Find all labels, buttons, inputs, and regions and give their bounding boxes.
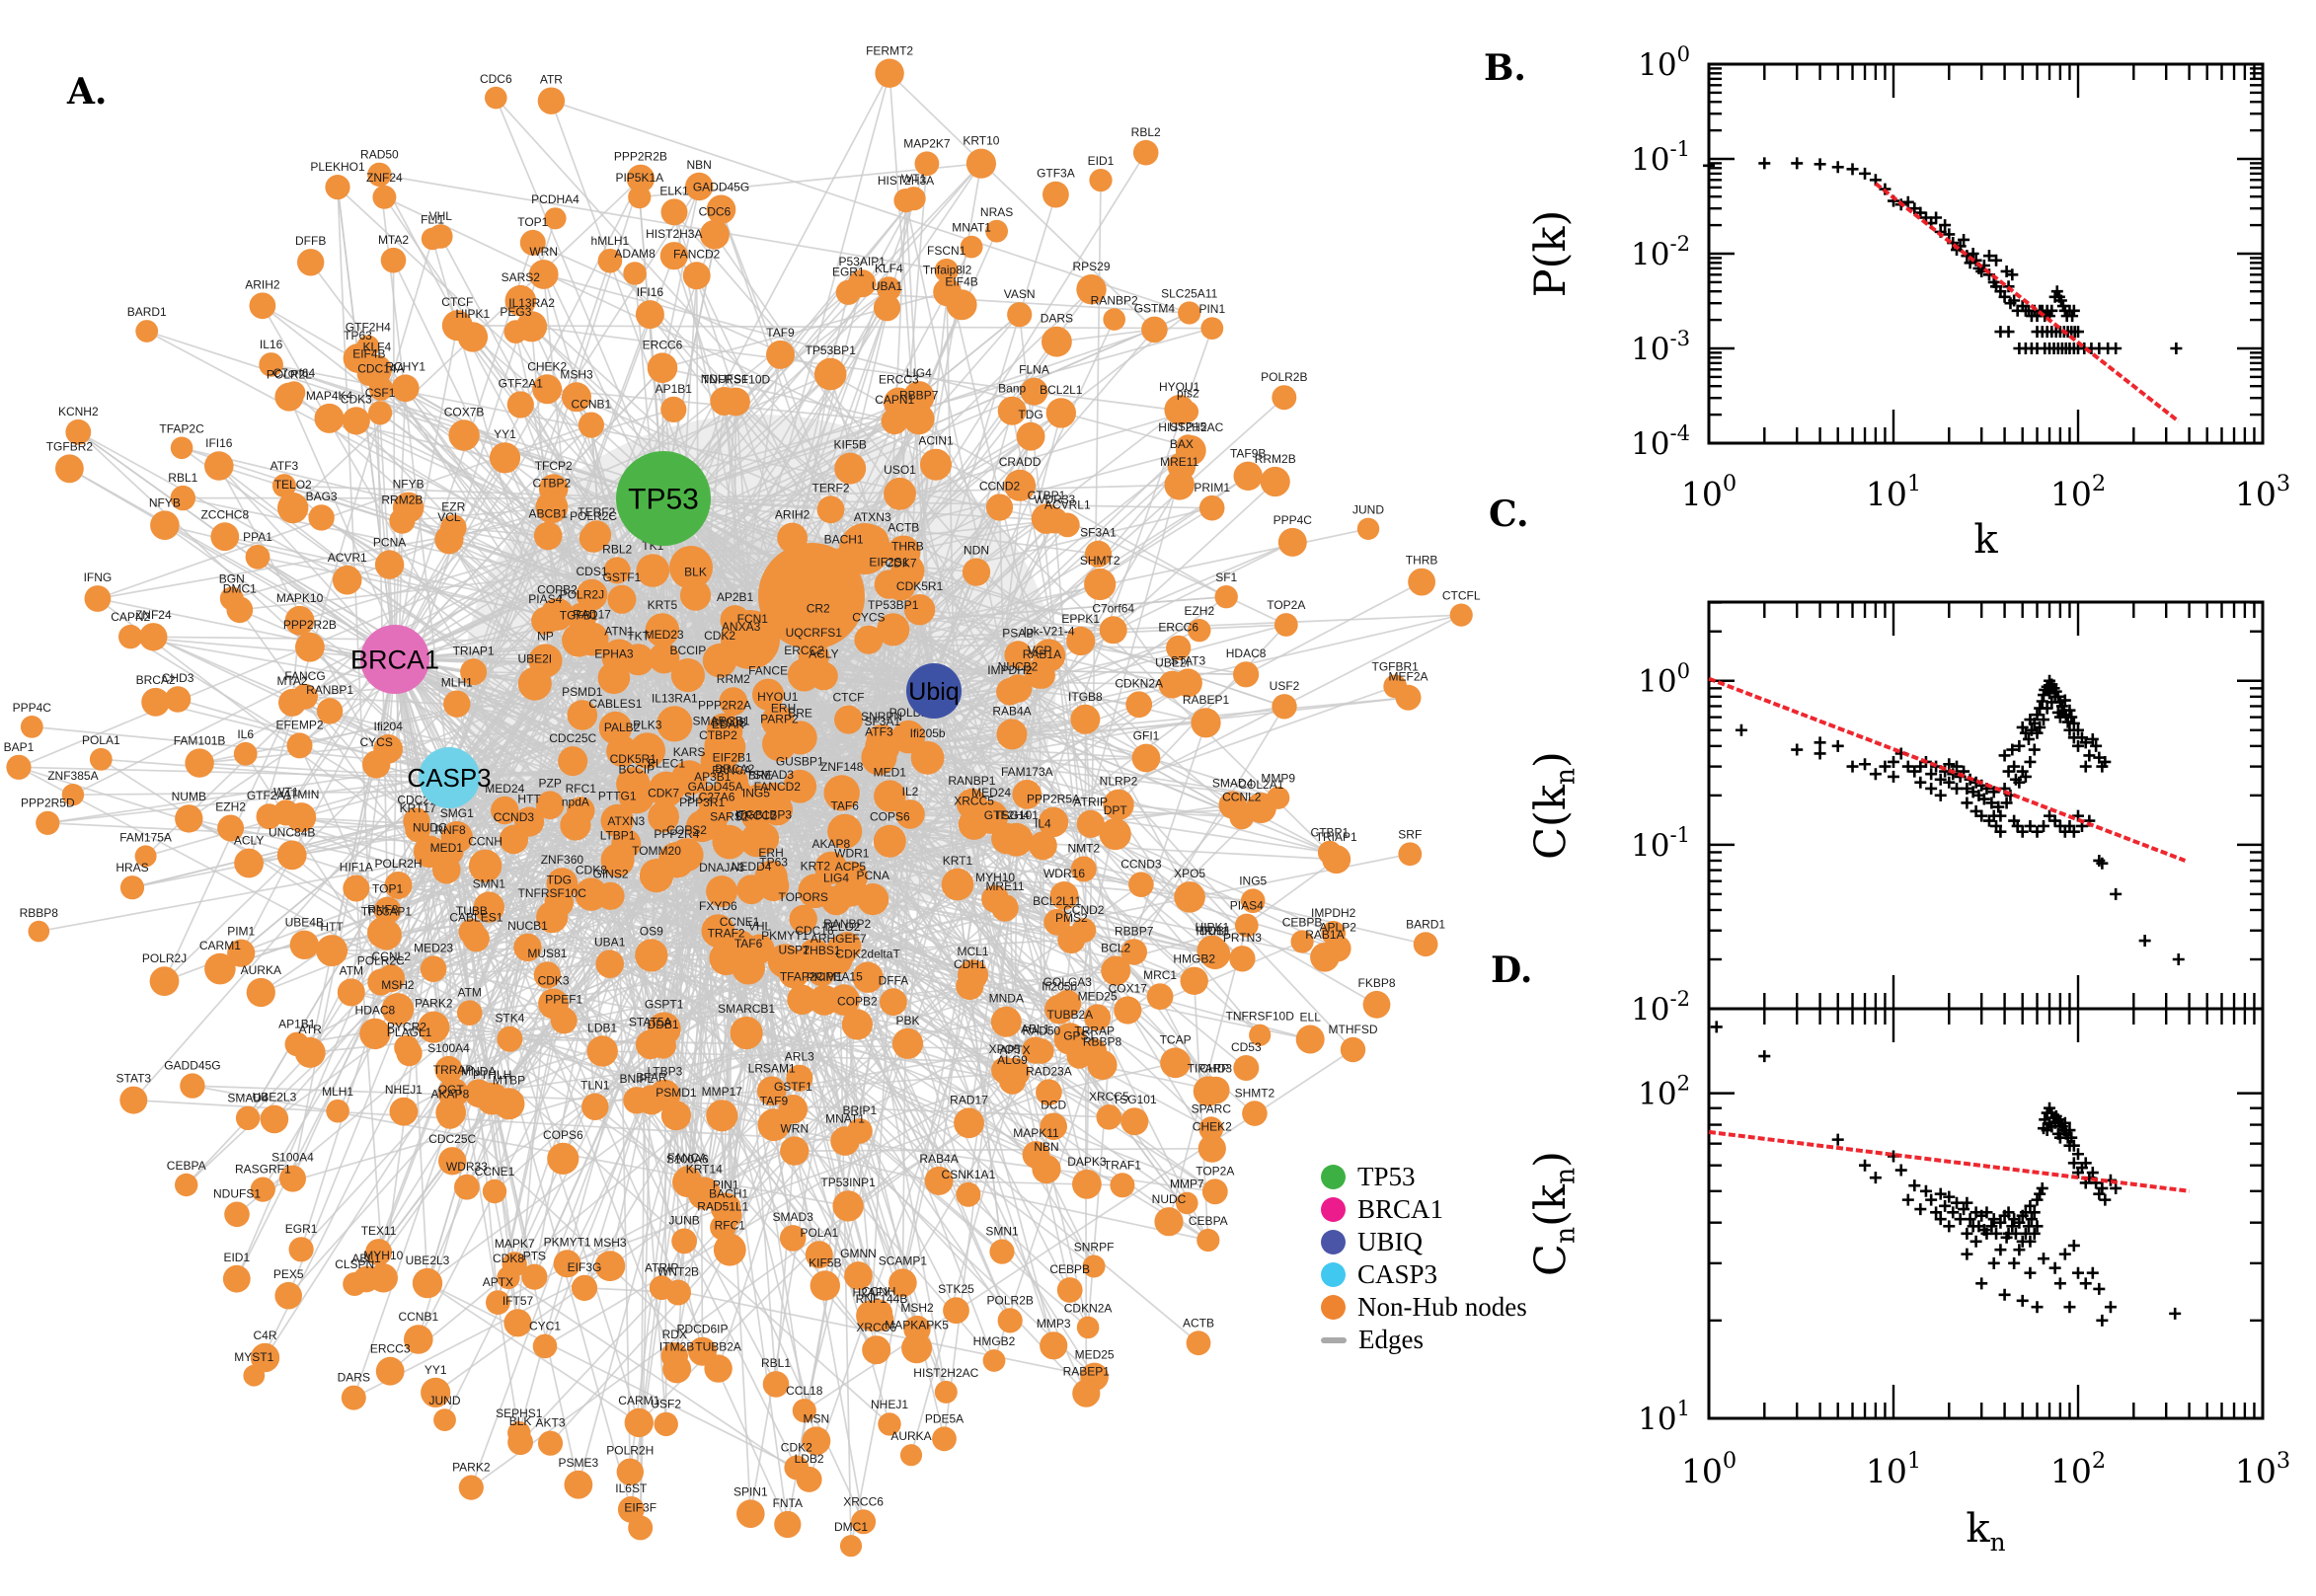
svg-text:103: 103 bbox=[2235, 471, 2290, 513]
edge-swatch-icon bbox=[1321, 1337, 1347, 1343]
svg-text:k: k bbox=[1973, 517, 1998, 563]
svg-text:101: 101 bbox=[1638, 1396, 1690, 1437]
svg-text:103: 103 bbox=[2235, 1448, 2290, 1490]
svg-text:100: 100 bbox=[1638, 658, 1690, 700]
plot-panel-b: 100 10-1 10-2 10-3 10-4 100 101 102 103 k P(k) bbox=[1526, 41, 2290, 563]
svg-text:C(kn): C(kn) bbox=[1526, 751, 1581, 860]
svg-text:10-3: 10-3 bbox=[1631, 326, 1690, 367]
legend-item-casp3: CASP3 bbox=[1321, 1258, 1527, 1291]
svg-text:102: 102 bbox=[2050, 471, 2106, 513]
panel-label-c: C. bbox=[1489, 494, 1529, 535]
svg-text:10-2: 10-2 bbox=[1631, 986, 1690, 1027]
legend-label: Edges bbox=[1358, 1327, 1424, 1353]
legend-label: Non-Hub nodes bbox=[1357, 1294, 1527, 1321]
svg-text:10-1: 10-1 bbox=[1631, 822, 1690, 864]
legend-item-ubiq: UBIQ bbox=[1321, 1226, 1527, 1258]
svg-text:102: 102 bbox=[2050, 1448, 2106, 1490]
scatter-points-d bbox=[1711, 1021, 2181, 1326]
svg-text:10-4: 10-4 bbox=[1631, 420, 1690, 462]
svg-text:102: 102 bbox=[1638, 1071, 1690, 1112]
fit-line-b bbox=[1876, 184, 2179, 421]
legend-item-edges: Edges bbox=[1321, 1324, 1527, 1356]
svg-text:P(k): P(k) bbox=[1526, 210, 1576, 298]
node-swatch-icon bbox=[1321, 1262, 1346, 1287]
fit-line-c bbox=[1709, 679, 2185, 861]
legend-item-brca1: BRCA1 bbox=[1321, 1193, 1527, 1226]
svg-text:10-1: 10-1 bbox=[1631, 136, 1690, 178]
svg-text:100: 100 bbox=[1638, 41, 1690, 83]
legend-label: TP53 bbox=[1357, 1164, 1416, 1190]
legend-item-tp53: TP53 bbox=[1321, 1161, 1527, 1193]
svg-text:100: 100 bbox=[1681, 471, 1737, 513]
fit-line-d bbox=[1709, 1132, 2190, 1191]
svg-text:100: 100 bbox=[1681, 1448, 1737, 1490]
scatter-points-b bbox=[1703, 157, 2182, 354]
legend-label: UBIQ bbox=[1357, 1229, 1423, 1255]
legend-item-non-hub-nodes: Non-Hub nodes bbox=[1321, 1291, 1527, 1324]
scatter-points-c bbox=[1736, 675, 2185, 965]
node-swatch-icon bbox=[1321, 1295, 1346, 1320]
node-swatch-icon bbox=[1321, 1165, 1346, 1189]
legend-label: BRCA1 bbox=[1357, 1196, 1443, 1223]
plot-panel-c: 100 10-1 10-2 C(kn) bbox=[1526, 602, 2263, 1027]
svg-text:kn: kn bbox=[1966, 1506, 2005, 1557]
panel-label-b: B. bbox=[1484, 47, 1526, 89]
panel-label-a: A. bbox=[67, 71, 107, 113]
plot-panel-d: 102 101 100 101 102 103 kn Cn(kn) bbox=[1526, 1009, 2290, 1557]
legend-label: CASP3 bbox=[1357, 1261, 1437, 1288]
svg-text:101: 101 bbox=[1866, 471, 1921, 513]
svg-text:10-2: 10-2 bbox=[1631, 231, 1690, 272]
node-swatch-icon bbox=[1321, 1230, 1346, 1254]
legend: TP53 BRCA1 UBIQ CASP3 Non-Hub nodes Edges bbox=[1321, 1161, 1527, 1356]
svg-text:Cn(kn): Cn(kn) bbox=[1526, 1151, 1581, 1276]
panel-label-d: D. bbox=[1491, 950, 1532, 991]
svg-text:101: 101 bbox=[1866, 1448, 1921, 1490]
node-swatch-icon bbox=[1321, 1197, 1346, 1222]
